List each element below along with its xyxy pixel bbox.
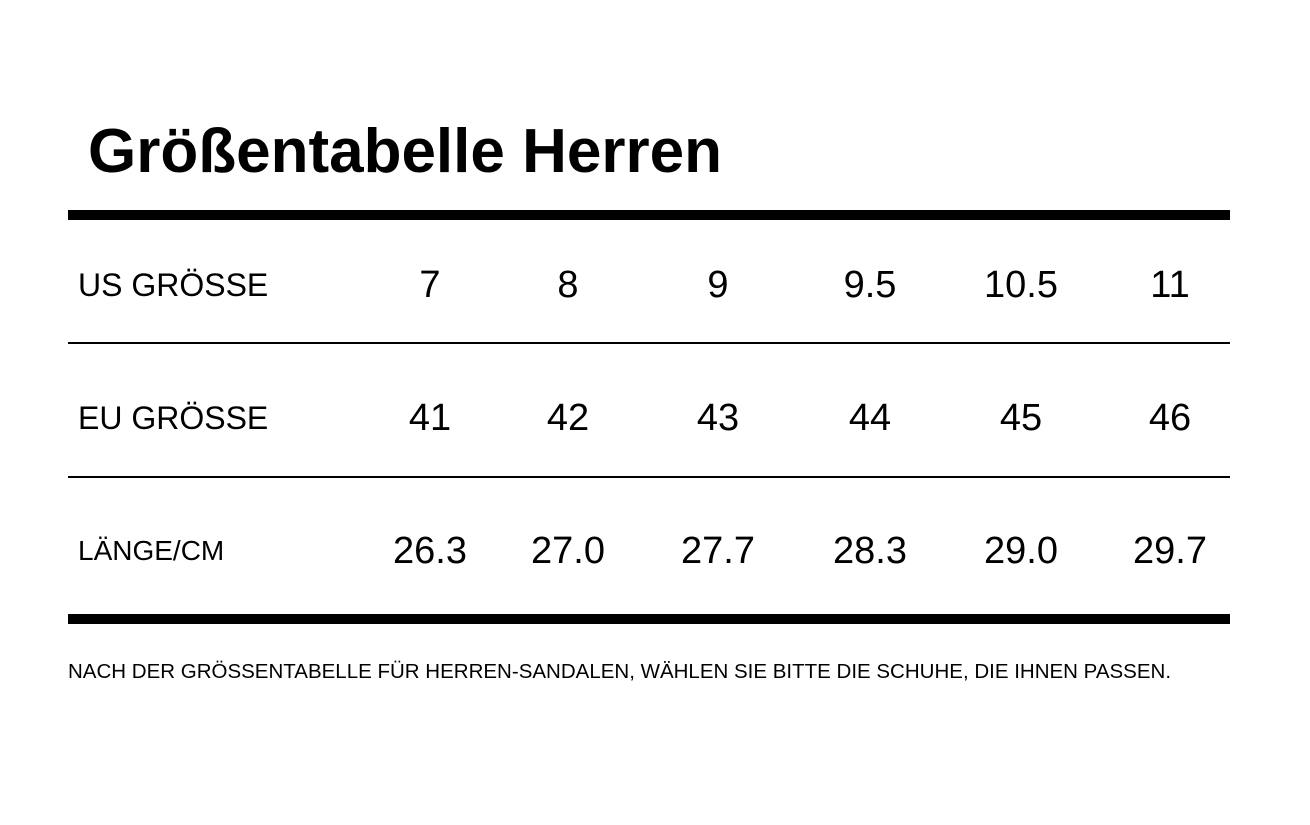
- size-value: 29.7: [1133, 530, 1207, 572]
- size-value: 28.3: [833, 530, 907, 572]
- row-label: US GRÖSSE: [78, 267, 269, 303]
- footnote: NACH DER GRÖSSENTABELLE FÜR HERREN-SANDA…: [68, 660, 1172, 683]
- size-value: 9.5: [843, 264, 897, 306]
- row-divider: [68, 342, 1230, 344]
- size-value: 7: [419, 264, 441, 306]
- size-value: 46: [1148, 397, 1192, 439]
- size-value: 42: [546, 397, 590, 439]
- size-value: 9: [707, 264, 729, 306]
- size-value: 27.0: [531, 530, 605, 572]
- thick-rule: [68, 614, 1230, 624]
- size-value: 27.7: [681, 530, 755, 572]
- size-value: 43: [696, 397, 740, 439]
- title: Größentabelle Herren: [88, 117, 722, 186]
- row-label: EU GRÖSSE: [78, 400, 269, 436]
- row-divider: [68, 476, 1230, 478]
- size-value: 44: [848, 397, 892, 439]
- size-value: 41: [408, 397, 452, 439]
- size-value: 8: [557, 264, 579, 306]
- size-value: 11: [1150, 264, 1190, 306]
- thick-rule: [68, 210, 1230, 220]
- size-value: 29.0: [984, 530, 1058, 572]
- size-value: 10.5: [984, 264, 1058, 306]
- size-value: 26.3: [393, 530, 467, 572]
- size-value: 45: [999, 397, 1043, 439]
- row-label: LÄNGE/CM: [78, 535, 225, 566]
